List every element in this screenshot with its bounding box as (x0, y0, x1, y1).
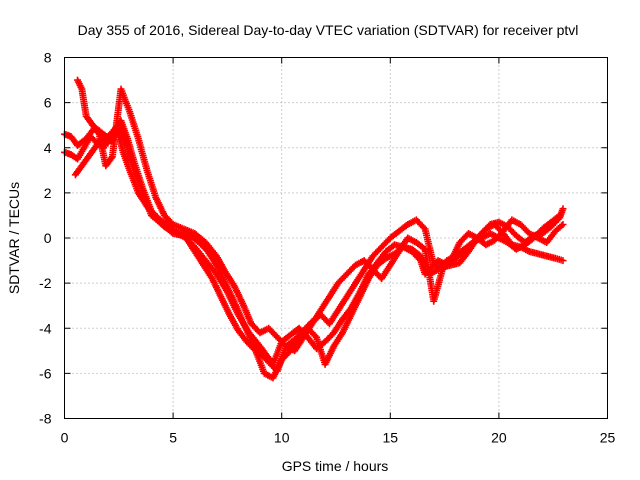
series-markers (74, 76, 567, 355)
x-tick-label: 15 (383, 430, 399, 446)
y-tick-label: 0 (44, 230, 52, 246)
y-tick-label: 4 (44, 140, 52, 156)
x-axis-label: GPS time / hours (282, 458, 389, 474)
y-tick-label: 2 (44, 185, 52, 201)
y-tick-label: -8 (39, 411, 52, 427)
x-tick-label: 20 (491, 430, 507, 446)
data-layer (61, 76, 567, 382)
x-tick-label: 0 (61, 430, 69, 446)
axis-layer: 0 5 10 15 20 25 -8 -6 -4 -2 0 2 4 6 8 (39, 50, 615, 446)
x-tick-label: 25 (600, 430, 616, 446)
x-tick-label: 5 (169, 430, 177, 446)
plot-frame (64, 57, 608, 419)
series-track-3 (74, 76, 567, 355)
y-tick-label: -2 (39, 275, 52, 291)
y-tick-label: 8 (44, 50, 52, 66)
chart-title: Day 355 of 2016, Sidereal Day-to-day VTE… (78, 22, 579, 38)
y-tick-label: 6 (44, 95, 52, 111)
y-tick-label: -4 (39, 320, 52, 336)
y-axis-label: SDTVAR / TECUs (6, 182, 22, 294)
x-tick-label: 10 (274, 430, 290, 446)
series-track-4 (71, 117, 564, 382)
series-markers (71, 117, 564, 382)
y-tick-label: -6 (39, 365, 52, 381)
